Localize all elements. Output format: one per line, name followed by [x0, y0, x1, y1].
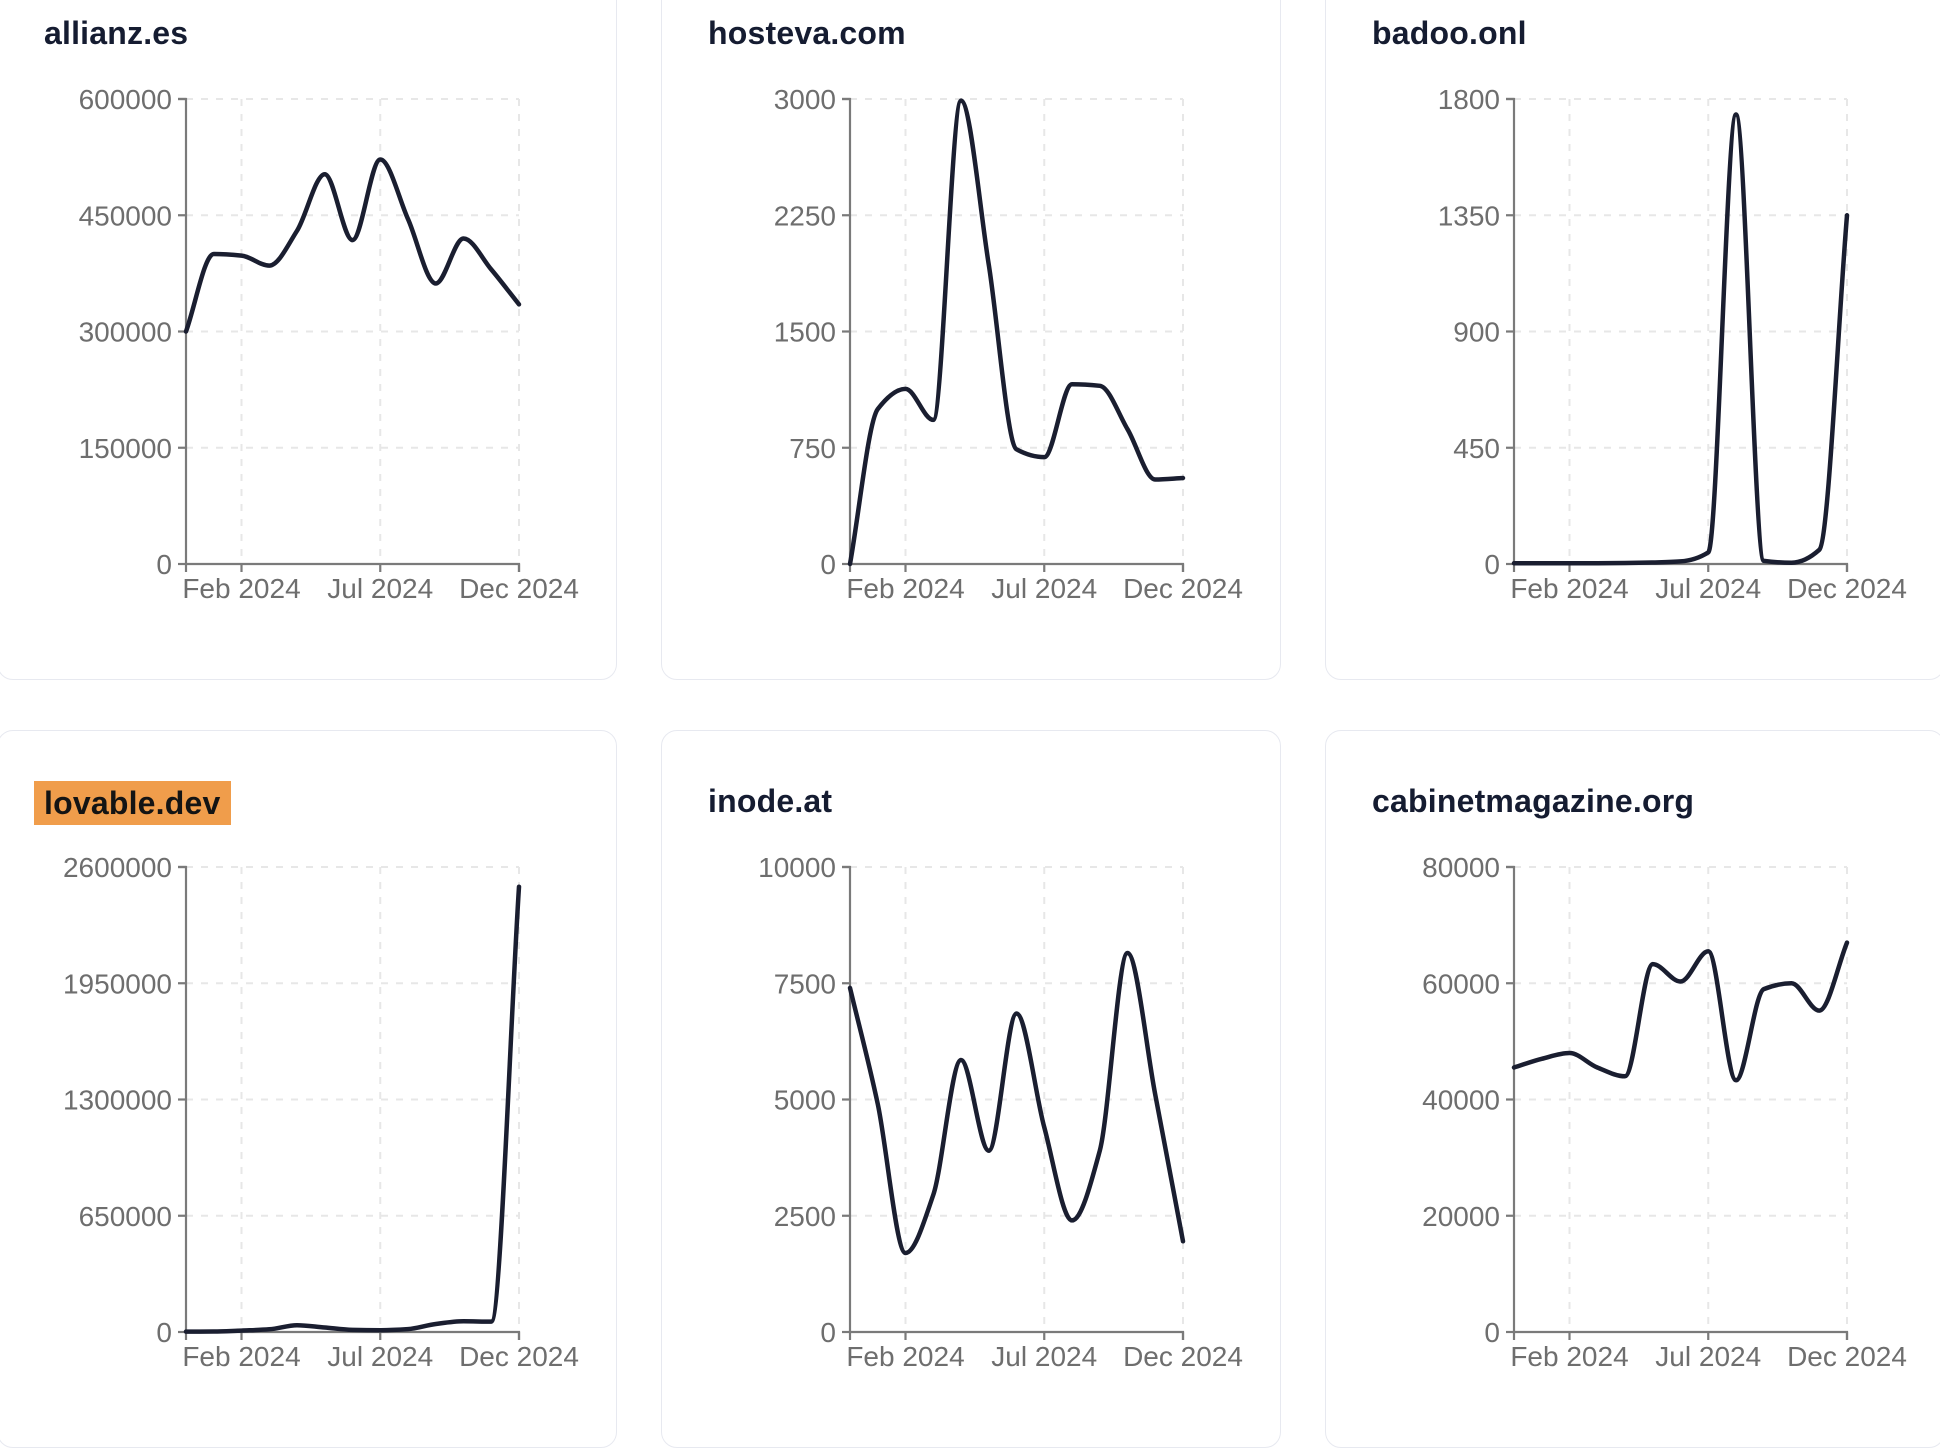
chart-title-row: badoo.onl	[1372, 13, 1924, 57]
y-tick-label: 0	[156, 549, 172, 580]
chart-card-hosteva-com[interactable]: hosteva.com 0 750 1500 2250 3000 Feb 2024 Jul …	[661, 0, 1281, 680]
y-tick-label: 0	[820, 549, 836, 580]
chart-card-badoo-onl[interactable]: badoo.onl 0 450 900 1350 1800 Feb 2024 Jul 202…	[1325, 0, 1940, 680]
line-chart: 0 650000 1300000 1950000 2600000 Feb 2024 Jul …	[0, 731, 616, 1447]
y-tick-label: 0	[820, 1317, 836, 1348]
y-tick-label: 1300000	[63, 1085, 172, 1116]
x-tick-label: Jul 2024	[327, 1341, 433, 1372]
data-line	[183, 884, 522, 1334]
y-tick-label: 300000	[79, 317, 172, 348]
chart-title-highlighted: lovable.dev	[34, 781, 231, 825]
chart-title-row: cabinetmagazine.org	[1372, 781, 1924, 825]
data-line	[1511, 112, 1850, 566]
chart-title: inode.at	[708, 783, 833, 819]
y-tick-label: 1950000	[63, 968, 172, 999]
chart-title: cabinetmagazine.org	[1372, 783, 1695, 819]
chart-title-row: allianz.es	[44, 13, 596, 57]
x-tick-label: Jul 2024	[991, 573, 1097, 604]
chart-title-row: inode.at	[708, 781, 1260, 825]
y-tick-label: 10000	[758, 852, 836, 883]
y-tick-label: 1350	[1438, 200, 1500, 231]
y-tick-label: 3000	[774, 84, 836, 115]
line-chart: 0 150000 300000 450000 600000 Feb 2024 Jul 202…	[0, 0, 616, 679]
y-tick-label: 60000	[1422, 968, 1500, 999]
x-tick-label: Dec 2024	[1787, 1341, 1907, 1372]
chart-card-inode-at[interactable]: inode.at 0 2500 5000 7500 10000 Feb 2024 Jul 2…	[661, 730, 1281, 1448]
line-chart: 0 2500 5000 7500 10000 Feb 2024 Jul 2024 Dec 20…	[662, 731, 1280, 1447]
data-line	[183, 157, 522, 334]
x-tick-label: Jul 2024	[991, 1341, 1097, 1372]
x-tick-label: Feb 2024	[182, 1341, 300, 1372]
x-tick-label: Jul 2024	[1655, 1341, 1761, 1372]
x-tick-label: Feb 2024	[1510, 573, 1628, 604]
x-tick-label: Feb 2024	[846, 1341, 964, 1372]
y-tick-label: 5000	[774, 1085, 836, 1116]
y-tick-label: 0	[1484, 549, 1500, 580]
line-chart: 0 750 1500 2250 3000 Feb 2024 Jul 2024 Dec 2024	[662, 0, 1280, 679]
y-tick-label: 1500	[774, 317, 836, 348]
y-tick-label: 0	[1484, 1317, 1500, 1348]
y-tick-label: 2600000	[63, 852, 172, 883]
y-tick-label: 1800	[1438, 84, 1500, 115]
y-tick-label: 600000	[79, 84, 172, 115]
chart-card-lovable-dev[interactable]: lovable.dev 0 650000 1300000 1950000 2600000…	[0, 730, 617, 1448]
x-tick-label: Dec 2024	[1787, 573, 1907, 604]
y-tick-label: 450	[1453, 433, 1500, 464]
y-tick-label: 750	[789, 433, 836, 464]
data-line	[847, 98, 1186, 567]
y-tick-label: 40000	[1422, 1085, 1500, 1116]
y-tick-label: 2500	[774, 1201, 836, 1232]
data-line	[1511, 940, 1850, 1083]
line-chart: 0 20000 40000 60000 80000 Feb 2024 Jul 2024 Dec…	[1326, 731, 1940, 1447]
y-tick-label: 80000	[1422, 852, 1500, 883]
y-tick-label: 20000	[1422, 1201, 1500, 1232]
chart-title-row: hosteva.com	[708, 13, 1260, 57]
chart-title: hosteva.com	[708, 15, 906, 51]
chart-title: allianz.es	[44, 15, 189, 51]
data-line	[847, 950, 1186, 1256]
y-tick-label: 900	[1453, 317, 1500, 348]
chart-title: badoo.onl	[1372, 15, 1527, 51]
x-tick-label: Dec 2024	[459, 573, 579, 604]
y-tick-label: 150000	[79, 433, 172, 464]
x-tick-label: Dec 2024	[1123, 573, 1243, 604]
x-tick-label: Dec 2024	[459, 1341, 579, 1372]
x-tick-label: Dec 2024	[1123, 1341, 1243, 1372]
y-tick-label: 650000	[79, 1201, 172, 1232]
y-tick-label: 2250	[774, 200, 836, 231]
y-tick-label: 450000	[79, 200, 172, 231]
chart-card-cabinetmagazine-org[interactable]: cabinetmagazine.org 0 20000 40000 60000 8000…	[1325, 730, 1940, 1448]
y-tick-label: 7500	[774, 968, 836, 999]
y-tick-label: 0	[156, 1317, 172, 1348]
x-tick-label: Jul 2024	[1655, 573, 1761, 604]
chart-title-row: lovable.dev	[34, 781, 596, 825]
x-tick-label: Feb 2024	[846, 573, 964, 604]
line-chart: 0 450 900 1350 1800 Feb 2024 Jul 2024 Dec 2024	[1326, 0, 1940, 679]
x-tick-label: Jul 2024	[327, 573, 433, 604]
x-tick-label: Feb 2024	[1510, 1341, 1628, 1372]
chart-card-allianz-es[interactable]: allianz.es 0 150000 300000 450000 600000 Feb …	[0, 0, 617, 680]
x-tick-label: Feb 2024	[182, 573, 300, 604]
